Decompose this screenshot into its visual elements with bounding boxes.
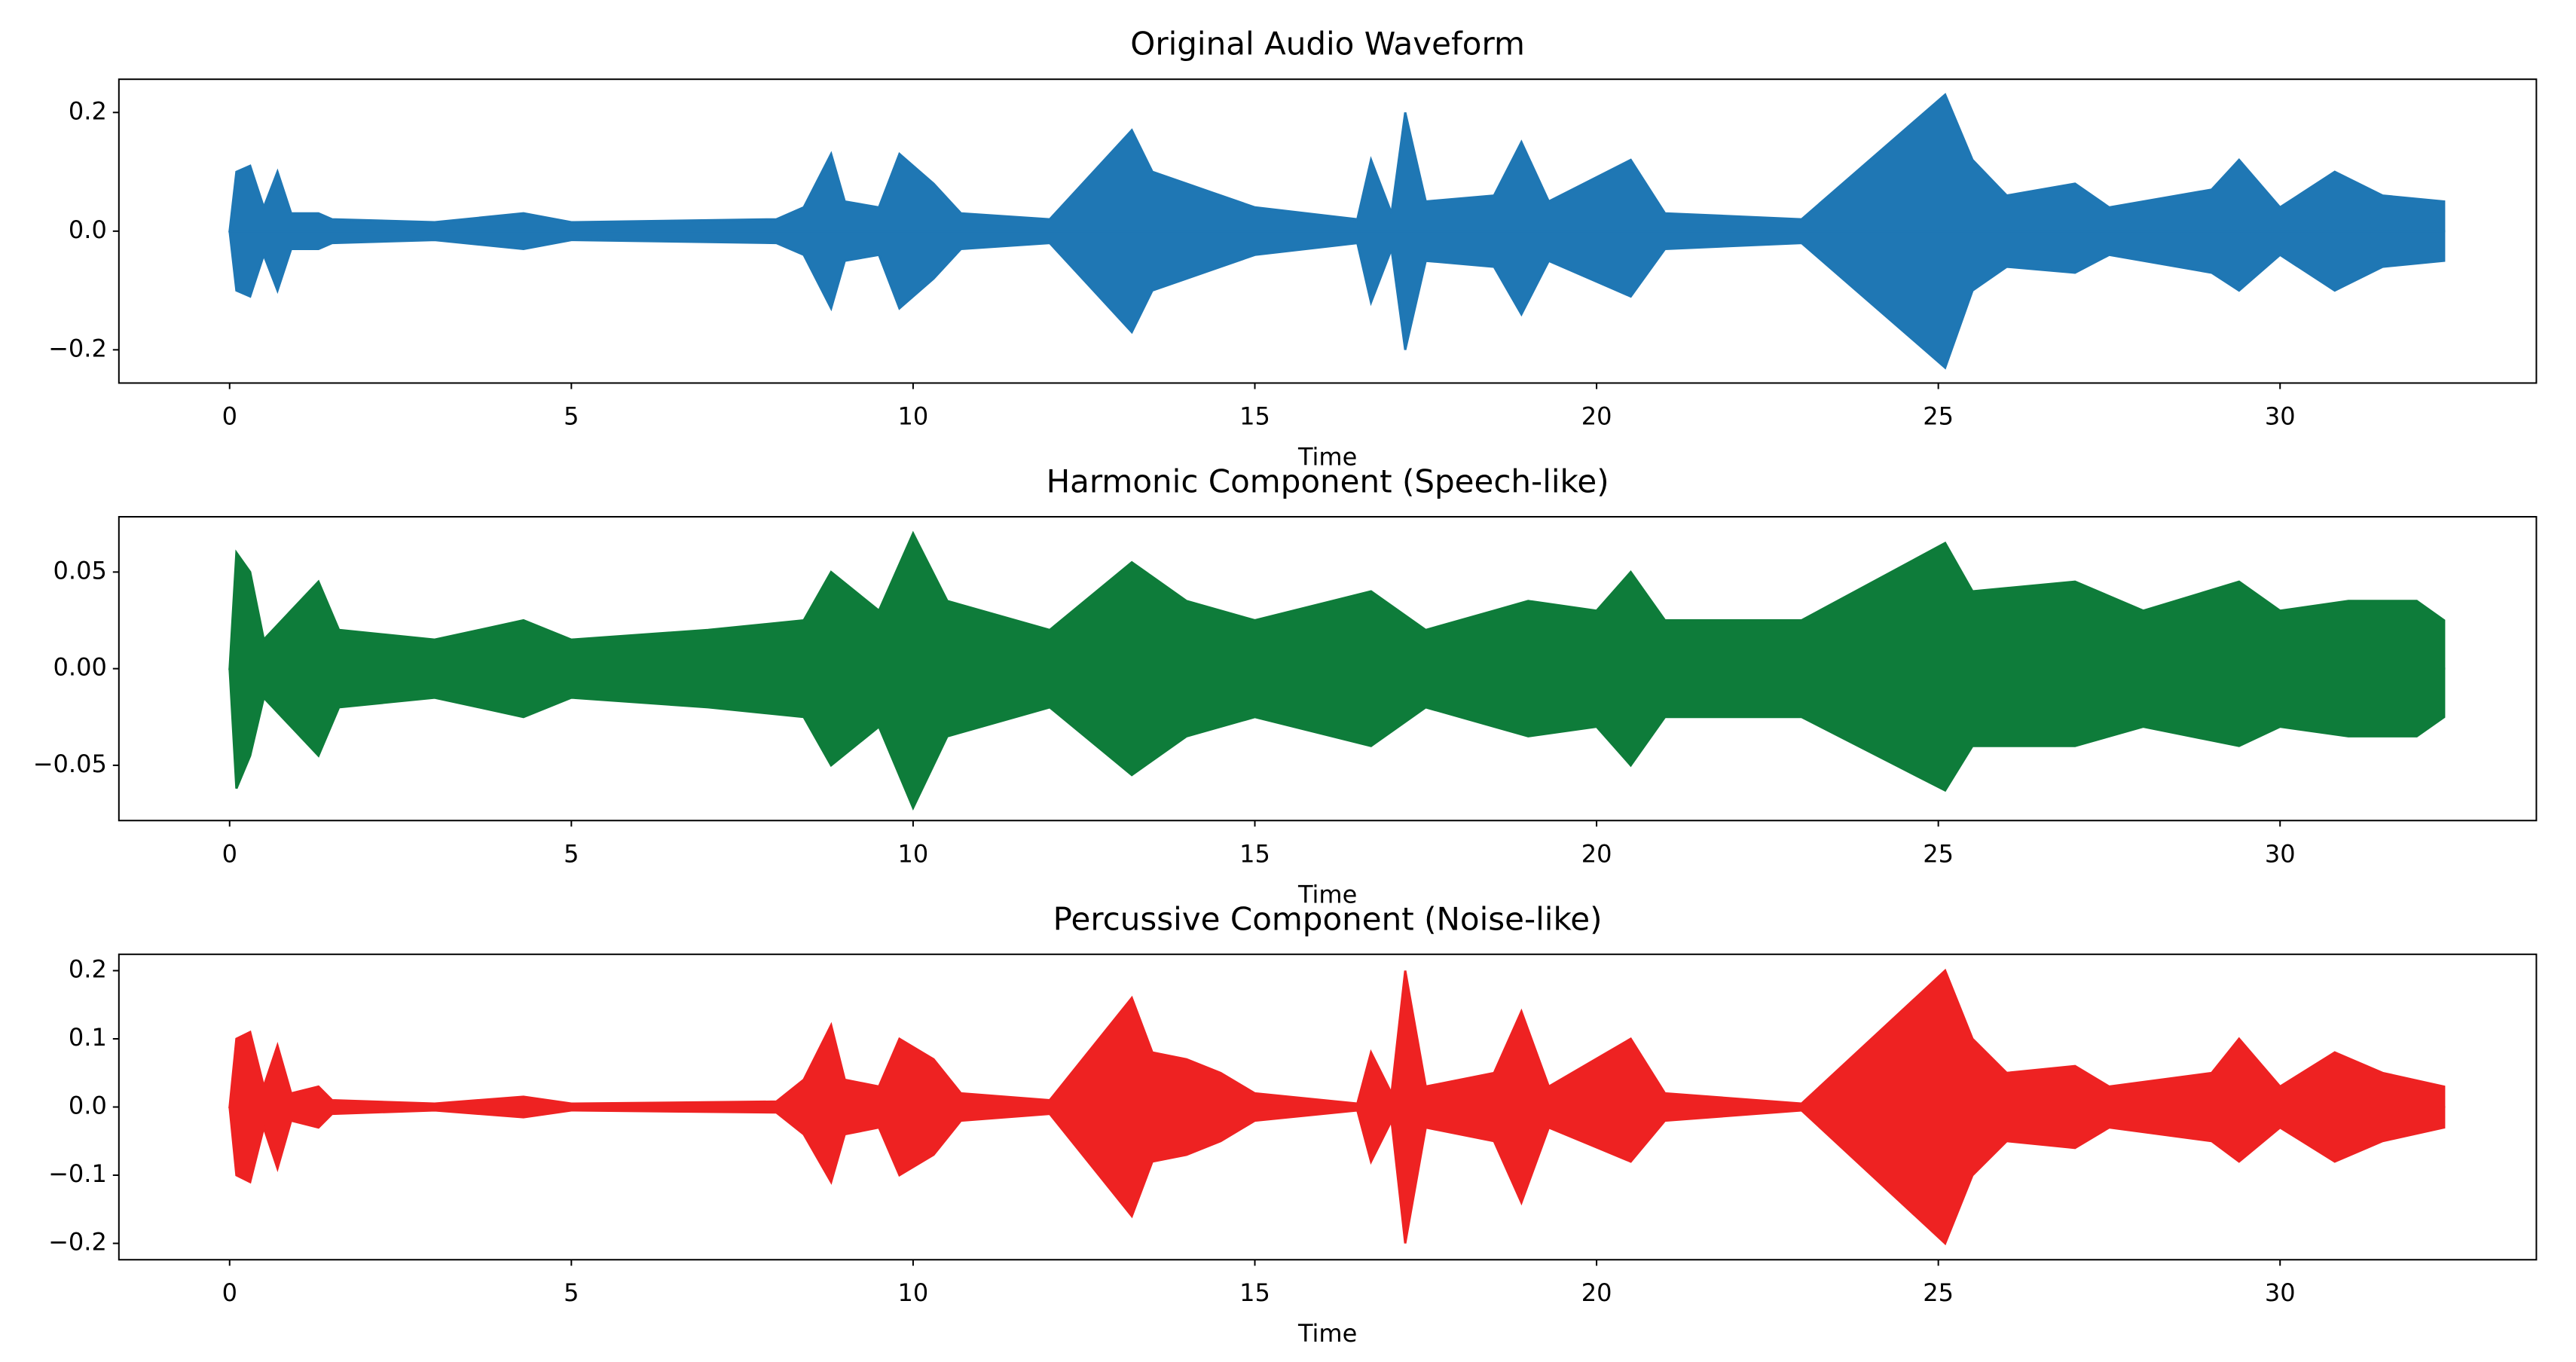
x-tick-label: 25 [1923, 839, 1954, 868]
y-tick-label: −0.2 [48, 1228, 107, 1257]
x-tick-label: 20 [1581, 402, 1612, 430]
x-tick-label: 10 [898, 402, 929, 430]
y-tick-label: 0.00 [53, 653, 107, 682]
x-tick-label: 30 [2265, 1278, 2296, 1307]
x-tick-label: 25 [1923, 402, 1954, 430]
x-tick-label: 10 [898, 839, 929, 868]
x-axis-label: Time [1297, 442, 1357, 471]
chart-title: Original Audio Waveform [1130, 26, 1525, 63]
x-tick-label: 25 [1923, 1278, 1954, 1307]
y-tick-label: −0.05 [33, 750, 107, 778]
waveform-upper [228, 93, 2446, 233]
x-tick-label: 5 [564, 402, 579, 430]
x-tick-label: 15 [1239, 839, 1270, 868]
y-tick-label: 0.2 [69, 955, 107, 984]
x-tick-label: 20 [1581, 839, 1612, 868]
x-tick-label: 0 [222, 1278, 237, 1307]
waveform-lower [228, 667, 2446, 811]
x-tick-label: 5 [564, 1278, 579, 1307]
waveform-upper [228, 530, 2446, 670]
x-tick-label: 0 [222, 402, 237, 430]
x-axis-label: Time [1297, 1319, 1357, 1348]
waveform-lower [228, 1106, 2446, 1246]
waveform-lower [228, 230, 2446, 370]
y-tick-label: 0.1 [69, 1023, 107, 1052]
y-tick-label: 0.2 [69, 96, 107, 125]
chart-title: Percussive Component (Noise-like) [1053, 900, 1603, 937]
x-tick-label: 15 [1239, 1278, 1270, 1307]
x-tick-label: 10 [898, 1278, 929, 1307]
y-tick-label: −0.2 [48, 334, 107, 362]
x-tick-label: 5 [564, 839, 579, 868]
x-tick-label: 15 [1239, 402, 1270, 430]
y-tick-label: 0.0 [69, 215, 107, 244]
y-tick-label: −0.1 [48, 1159, 107, 1188]
x-axis-label: Time [1297, 880, 1357, 909]
waveform-upper [228, 968, 2446, 1109]
x-tick-label: 0 [222, 839, 237, 868]
x-tick-label: 30 [2265, 402, 2296, 430]
y-tick-label: 0.0 [69, 1092, 107, 1120]
x-tick-label: 30 [2265, 839, 2296, 868]
chart-title: Harmonic Component (Speech-like) [1047, 463, 1609, 499]
y-tick-label: 0.05 [53, 556, 107, 585]
x-tick-label: 20 [1581, 1278, 1612, 1307]
